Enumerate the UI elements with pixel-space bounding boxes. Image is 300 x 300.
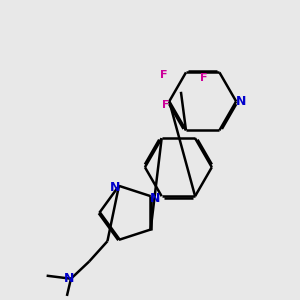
Text: N: N bbox=[64, 272, 74, 285]
Text: N: N bbox=[110, 182, 120, 194]
Text: N: N bbox=[236, 95, 246, 108]
Text: N: N bbox=[149, 192, 160, 205]
Text: F: F bbox=[160, 70, 167, 80]
Text: F: F bbox=[200, 73, 208, 82]
Text: F: F bbox=[162, 100, 169, 110]
